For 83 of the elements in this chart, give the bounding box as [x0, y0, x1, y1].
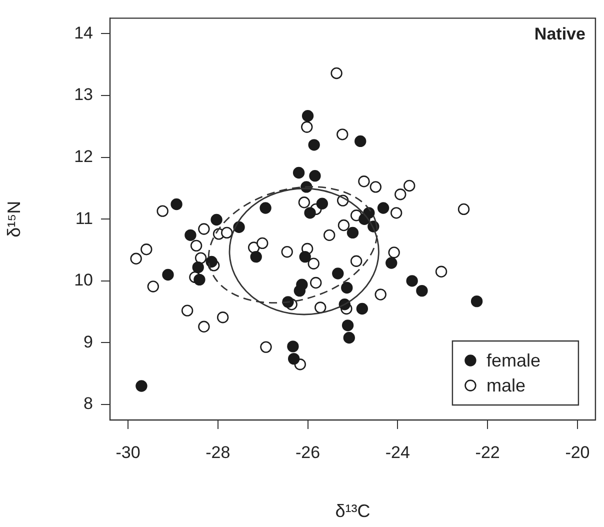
point: [184, 229, 196, 242]
y-tick-label: 13: [74, 85, 93, 104]
y-tick-label: 12: [74, 146, 93, 166]
point: [394, 188, 406, 200]
point: [192, 261, 204, 274]
legend-label: female: [486, 350, 540, 370]
y-tick-label: 10: [74, 270, 93, 290]
y-tick-label: 9: [84, 332, 93, 352]
point: [316, 198, 328, 210]
point: [147, 280, 159, 292]
x-tick-label: -22: [475, 442, 500, 462]
point: [356, 302, 368, 315]
x-tick-label: -20: [565, 442, 590, 462]
point: [190, 240, 202, 252]
point: [338, 219, 350, 232]
point: [156, 205, 168, 217]
point: [181, 304, 194, 316]
point: [298, 196, 310, 208]
point: [324, 229, 336, 242]
y-tick-label: 11: [75, 208, 93, 228]
point: [304, 207, 316, 219]
y-tick-label: 8: [84, 394, 93, 414]
point: [294, 284, 306, 297]
point: [470, 295, 483, 308]
point: [310, 276, 322, 289]
point: [287, 340, 299, 352]
point: [350, 255, 362, 267]
point: [194, 274, 206, 286]
point: [308, 258, 320, 270]
point: [170, 198, 182, 210]
point: [194, 252, 207, 264]
point: [388, 246, 400, 258]
point: [281, 246, 293, 258]
point: [458, 203, 470, 216]
x-tick-label: -28: [206, 442, 230, 462]
point: [260, 202, 272, 214]
point: [302, 110, 314, 122]
point: [292, 166, 305, 179]
point: [354, 135, 366, 148]
point: [390, 207, 402, 219]
point: [130, 252, 142, 265]
point: [198, 320, 210, 333]
point: [435, 266, 448, 278]
point: [216, 312, 229, 324]
point: [330, 67, 342, 80]
point: [140, 244, 152, 256]
point: [136, 380, 148, 392]
point: [299, 250, 311, 263]
point: [370, 181, 382, 193]
point: [416, 284, 428, 297]
point: [250, 250, 262, 263]
point: [341, 282, 353, 294]
y-tick-label: 14: [74, 23, 93, 42]
point: [336, 128, 348, 140]
legend-label: male: [486, 375, 526, 396]
point: [221, 226, 233, 239]
point: [260, 341, 272, 353]
x-tick-label: -24: [385, 442, 410, 462]
point: [308, 139, 320, 151]
point: [343, 332, 355, 344]
point: [332, 268, 344, 280]
point: [342, 320, 354, 332]
chart-title: Native: [534, 24, 586, 44]
point: [309, 170, 321, 182]
point: [406, 275, 418, 287]
point: [346, 226, 359, 239]
point: [377, 202, 390, 214]
point: [210, 214, 222, 226]
point: [206, 256, 218, 268]
x-axis-title: δ¹³C: [335, 501, 370, 522]
y-axis-title: δ¹⁵N: [4, 200, 24, 238]
point: [256, 237, 268, 250]
point: [288, 352, 300, 365]
point: [162, 268, 174, 281]
point: [404, 180, 416, 192]
x-tick-label: -30: [116, 442, 140, 462]
point: [358, 176, 370, 188]
point: [198, 223, 210, 235]
point: [301, 121, 313, 133]
point: [374, 288, 386, 300]
x-tick-label: -26: [295, 442, 320, 462]
point: [314, 302, 326, 314]
point: [386, 257, 398, 269]
